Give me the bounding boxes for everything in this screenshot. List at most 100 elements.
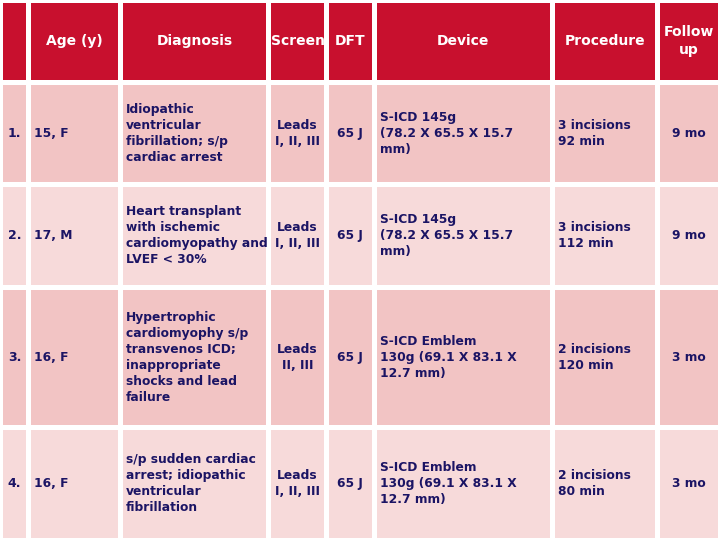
Bar [552,287,657,428]
Bar [326,185,374,287]
Bar [269,0,326,82]
Text: Leads
I, II, III: Leads I, II, III [275,469,320,498]
Bar [29,287,31,428]
Bar [372,82,374,185]
Bar [120,287,122,428]
Bar [0,79,29,82]
Bar [29,182,120,185]
Bar [326,287,329,428]
Text: S-ICD Emblem
130g (69.1 X 83.1 X
12.7 mm): S-ICD Emblem 130g (69.1 X 83.1 X 12.7 mm… [380,462,517,507]
Bar [326,426,374,428]
Bar [120,0,122,82]
Bar [718,82,720,185]
Bar [0,82,29,185]
Bar [374,82,552,84]
Text: 16, F: 16, F [34,477,68,490]
Bar [29,0,31,82]
Bar [552,0,657,3]
Bar [549,0,552,82]
Bar [27,185,29,287]
Bar [269,287,271,428]
Bar [552,0,657,82]
Bar [266,82,269,185]
Text: 3 incisions
92 min: 3 incisions 92 min [558,119,631,148]
Bar [657,185,660,287]
Bar [29,82,31,185]
Bar [269,182,326,185]
Bar [326,537,374,540]
Bar [120,185,269,187]
Text: Heart transplant
with ischemic
cardiomyopathy and
LVEF < 30%: Heart transplant with ischemic cardiomyo… [126,205,268,266]
Bar [120,82,269,84]
Bar [0,428,29,540]
Text: 4.: 4. [8,477,21,490]
Text: S-ICD 145g
(78.2 X 65.5 X 15.7
mm): S-ICD 145g (78.2 X 65.5 X 15.7 mm) [380,111,513,156]
Text: 65 J: 65 J [338,351,364,364]
Bar [657,287,660,428]
Text: Idiopathic
ventricular
fibrillation; s/p
cardiac arrest: Idiopathic ventricular fibrillation; s/p… [126,103,228,164]
Bar [117,428,120,540]
Bar [718,185,720,287]
Bar [374,0,377,82]
Bar [549,185,552,287]
Text: 9 mo: 9 mo [672,230,706,242]
Bar [0,185,29,287]
Bar [0,0,29,3]
Text: Age (y): Age (y) [46,34,103,48]
Text: 65 J: 65 J [338,477,364,490]
Bar [326,0,329,82]
Bar [374,182,552,185]
Bar [269,82,271,185]
Bar [552,428,657,540]
Bar [374,287,377,428]
Bar [266,0,269,82]
Bar [120,0,269,3]
Bar [374,287,552,428]
Bar [29,185,31,287]
Bar [372,287,374,428]
Bar [552,182,657,185]
Bar [657,287,720,290]
Bar [552,82,657,185]
Bar [552,0,554,82]
Bar [657,0,660,82]
Bar [117,287,120,428]
Bar [29,0,120,82]
Bar [657,82,720,84]
Bar [120,182,269,185]
Bar [374,426,552,428]
Bar [0,287,29,428]
Bar [326,82,374,185]
Text: 16, F: 16, F [34,351,68,364]
Text: 17, M: 17, M [34,230,72,242]
Bar [326,185,374,187]
Bar [657,185,720,287]
Text: s/p sudden cardiac
arrest; idiopathic
ventricular
fibrillation: s/p sudden cardiac arrest; idiopathic ve… [126,454,256,515]
Bar [324,287,326,428]
Bar [266,185,269,287]
Bar [655,428,657,540]
Bar [0,537,29,540]
Text: 2 incisions
80 min: 2 incisions 80 min [558,469,631,498]
Bar [718,0,720,82]
Bar [266,428,269,540]
Bar [324,185,326,287]
Bar [552,287,657,290]
Bar [326,428,374,540]
Bar [117,82,120,185]
Bar [29,287,120,428]
Bar [120,537,269,540]
Bar [29,185,120,187]
Bar [269,426,326,428]
Bar [0,185,2,287]
Text: S-ICD 145g
(78.2 X 65.5 X 15.7
mm): S-ICD 145g (78.2 X 65.5 X 15.7 mm) [380,213,513,259]
Bar [326,287,374,428]
Bar [29,185,120,287]
Bar [120,185,122,287]
Bar [657,287,720,428]
Bar [120,426,269,428]
Bar [120,82,269,185]
Bar [374,537,552,540]
Bar [269,185,271,287]
Text: 3 mo: 3 mo [672,351,706,364]
